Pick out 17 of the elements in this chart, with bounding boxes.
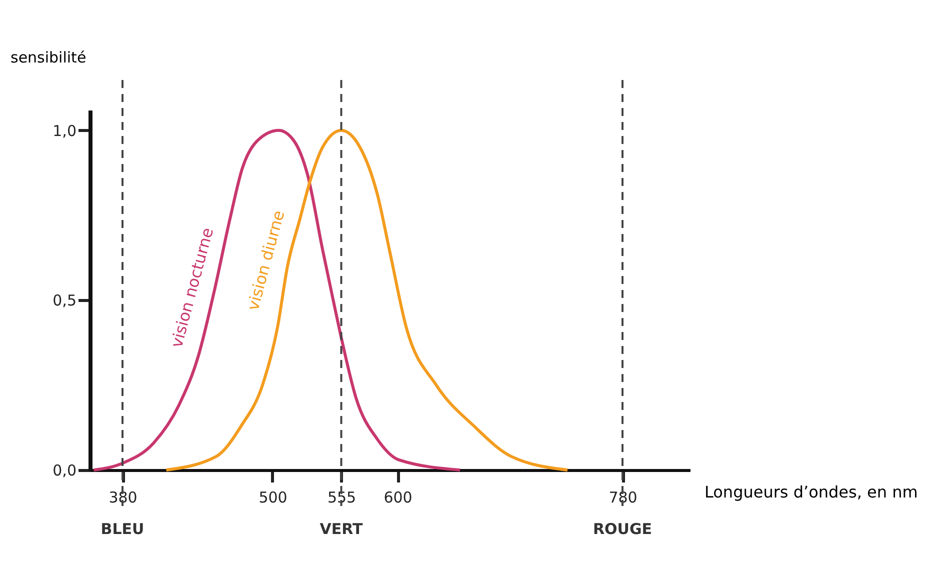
y-tick-label: 1,0: [52, 122, 76, 140]
y-tick-label: 0,5: [52, 292, 76, 310]
text: vision nocturne: [166, 226, 218, 350]
y-axis-title: sensibilité: [10, 48, 86, 66]
ref-line-label: VERT: [320, 520, 364, 538]
x-tick-label: 780: [608, 488, 638, 506]
x-tick-label: 555: [327, 488, 356, 506]
ref-line-label: BLEU: [100, 520, 144, 538]
text: vision diurne: [243, 208, 288, 312]
x-tick-label: 600: [384, 488, 412, 506]
line-series: [164, 128, 569, 472]
line-series: [92, 128, 462, 472]
x-axis-title: Longueurs d’ondes, en nm: [704, 482, 918, 502]
y-tick-label: 0,0: [52, 462, 76, 480]
x-tick-label: 380: [108, 488, 138, 506]
x-tick-label: 500: [258, 488, 288, 506]
ref-line-label: ROUGE: [592, 520, 652, 538]
